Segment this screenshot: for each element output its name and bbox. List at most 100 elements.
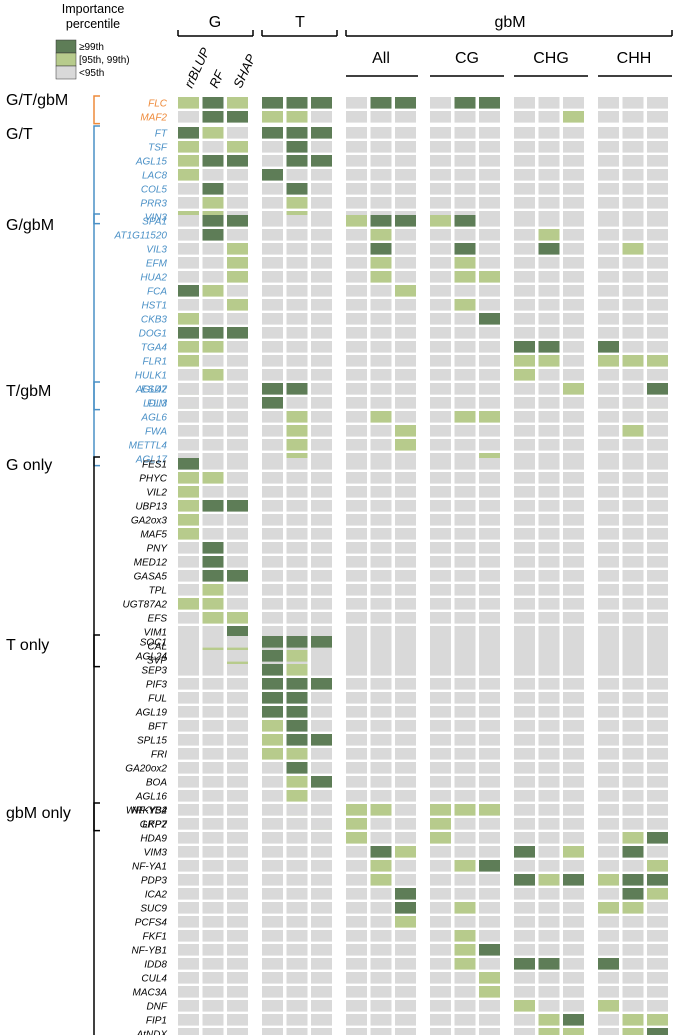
heatmap-cell <box>202 874 224 886</box>
heatmap-cell <box>622 678 644 690</box>
heatmap-cell <box>538 804 560 816</box>
heatmap-cell <box>647 127 668 139</box>
heatmap-cell <box>262 1028 283 1035</box>
heatmap-cell <box>454 762 476 774</box>
heatmap-cell <box>454 542 476 554</box>
heatmap-cell <box>202 271 224 283</box>
heatmap-cell <box>538 762 560 774</box>
heatmap-cell <box>227 127 248 139</box>
heatmap-cell <box>514 902 535 914</box>
heatmap-cell <box>370 169 392 181</box>
heatmap-cell <box>563 472 584 484</box>
heatmap-cell <box>202 916 224 928</box>
gene-label: VIL2 <box>146 488 167 499</box>
heatmap-cell <box>286 598 308 610</box>
heatmap-cell <box>311 458 332 470</box>
heatmap-cell <box>479 127 500 139</box>
heatmap-cell <box>262 397 283 409</box>
heatmap-cell <box>286 776 308 788</box>
heatmap-cell <box>311 832 332 844</box>
heatmap-cell <box>454 650 476 662</box>
heatmap-cell <box>346 169 367 181</box>
heatmap-cell <box>479 271 500 283</box>
group-bracket-gbm-only <box>93 802 100 1035</box>
heatmap-cell <box>227 706 248 718</box>
heatmap-cell <box>227 916 248 928</box>
heatmap-cell <box>262 556 283 568</box>
heatmap-cell <box>622 127 644 139</box>
heatmap-cell <box>311 355 332 367</box>
heatmap-cell <box>598 888 619 900</box>
heatmap-cell <box>598 584 619 596</box>
heatmap-cell <box>227 111 248 123</box>
heatmap-cell <box>178 229 199 241</box>
heatmap-cell <box>202 141 224 153</box>
gene-label: TPL <box>149 586 167 597</box>
heatmap-cell <box>647 183 668 195</box>
heatmap-cell <box>227 1028 248 1035</box>
heatmap-cell <box>227 804 248 816</box>
heatmap-cell <box>430 411 451 423</box>
heatmap-cell <box>430 762 451 774</box>
heatmap-cell <box>311 528 332 540</box>
heatmap-cell <box>647 762 668 774</box>
heatmap-cell <box>430 97 451 109</box>
heatmap-cell <box>286 528 308 540</box>
heatmap-cell <box>514 257 535 269</box>
heatmap-cell <box>647 860 668 872</box>
heatmap-cell <box>311 626 332 638</box>
gene-label: ESD7 <box>141 385 168 396</box>
heatmap-cell <box>395 832 416 844</box>
heatmap-cell <box>563 832 584 844</box>
gene-label: EFM <box>146 259 168 270</box>
heatmap-cell <box>202 383 224 395</box>
heatmap-cell <box>563 790 584 802</box>
heatmap-cell <box>370 972 392 984</box>
heatmap-cell <box>622 734 644 746</box>
heatmap-cell <box>178 542 199 554</box>
heatmap-cell <box>346 197 367 209</box>
heatmap-cell <box>346 860 367 872</box>
heatmap-cell <box>538 111 560 123</box>
heatmap-cell <box>370 1014 392 1026</box>
heatmap-cell <box>598 748 619 760</box>
legend-swatch-low <box>55 65 77 80</box>
heatmap-cell <box>178 1028 199 1035</box>
heatmap-cell <box>346 1014 367 1026</box>
heatmap-cell <box>454 860 476 872</box>
heatmap-cell <box>454 692 476 704</box>
heatmap-cell <box>514 183 535 195</box>
heatmap-cell <box>598 486 619 498</box>
heatmap-cell <box>395 486 416 498</box>
heatmap-cell <box>286 972 308 984</box>
heatmap-cell <box>311 776 332 788</box>
heatmap-cell <box>346 626 367 638</box>
heatmap-cell <box>311 486 332 498</box>
gene-label: UGT87A2 <box>123 600 168 611</box>
heatmap-cell <box>227 930 248 942</box>
heatmap-cell <box>479 369 500 381</box>
heatmap-cell <box>395 299 416 311</box>
heatmap-cell <box>430 472 451 484</box>
heatmap-cell <box>454 425 476 437</box>
gene-label: VIL3 <box>146 245 167 256</box>
heatmap-cell <box>479 650 500 662</box>
heatmap-cell <box>598 972 619 984</box>
heatmap-cell <box>286 397 308 409</box>
heatmap-cell <box>346 439 367 451</box>
heatmap-cell <box>514 169 535 181</box>
heatmap-cell <box>178 570 199 582</box>
heatmap-cell <box>395 528 416 540</box>
heatmap-cell <box>311 514 332 526</box>
heatmap-cell <box>598 313 619 325</box>
heatmap-cell <box>178 664 199 676</box>
heatmap-cell <box>178 111 199 123</box>
heatmap-cell <box>311 748 332 760</box>
heatmap-cell <box>563 257 584 269</box>
heatmap-cell <box>514 542 535 554</box>
heatmap-cell <box>178 425 199 437</box>
heatmap-cell <box>563 818 584 830</box>
heatmap-cell <box>395 944 416 956</box>
heatmap-cell <box>538 958 560 970</box>
heatmap-cell <box>202 313 224 325</box>
